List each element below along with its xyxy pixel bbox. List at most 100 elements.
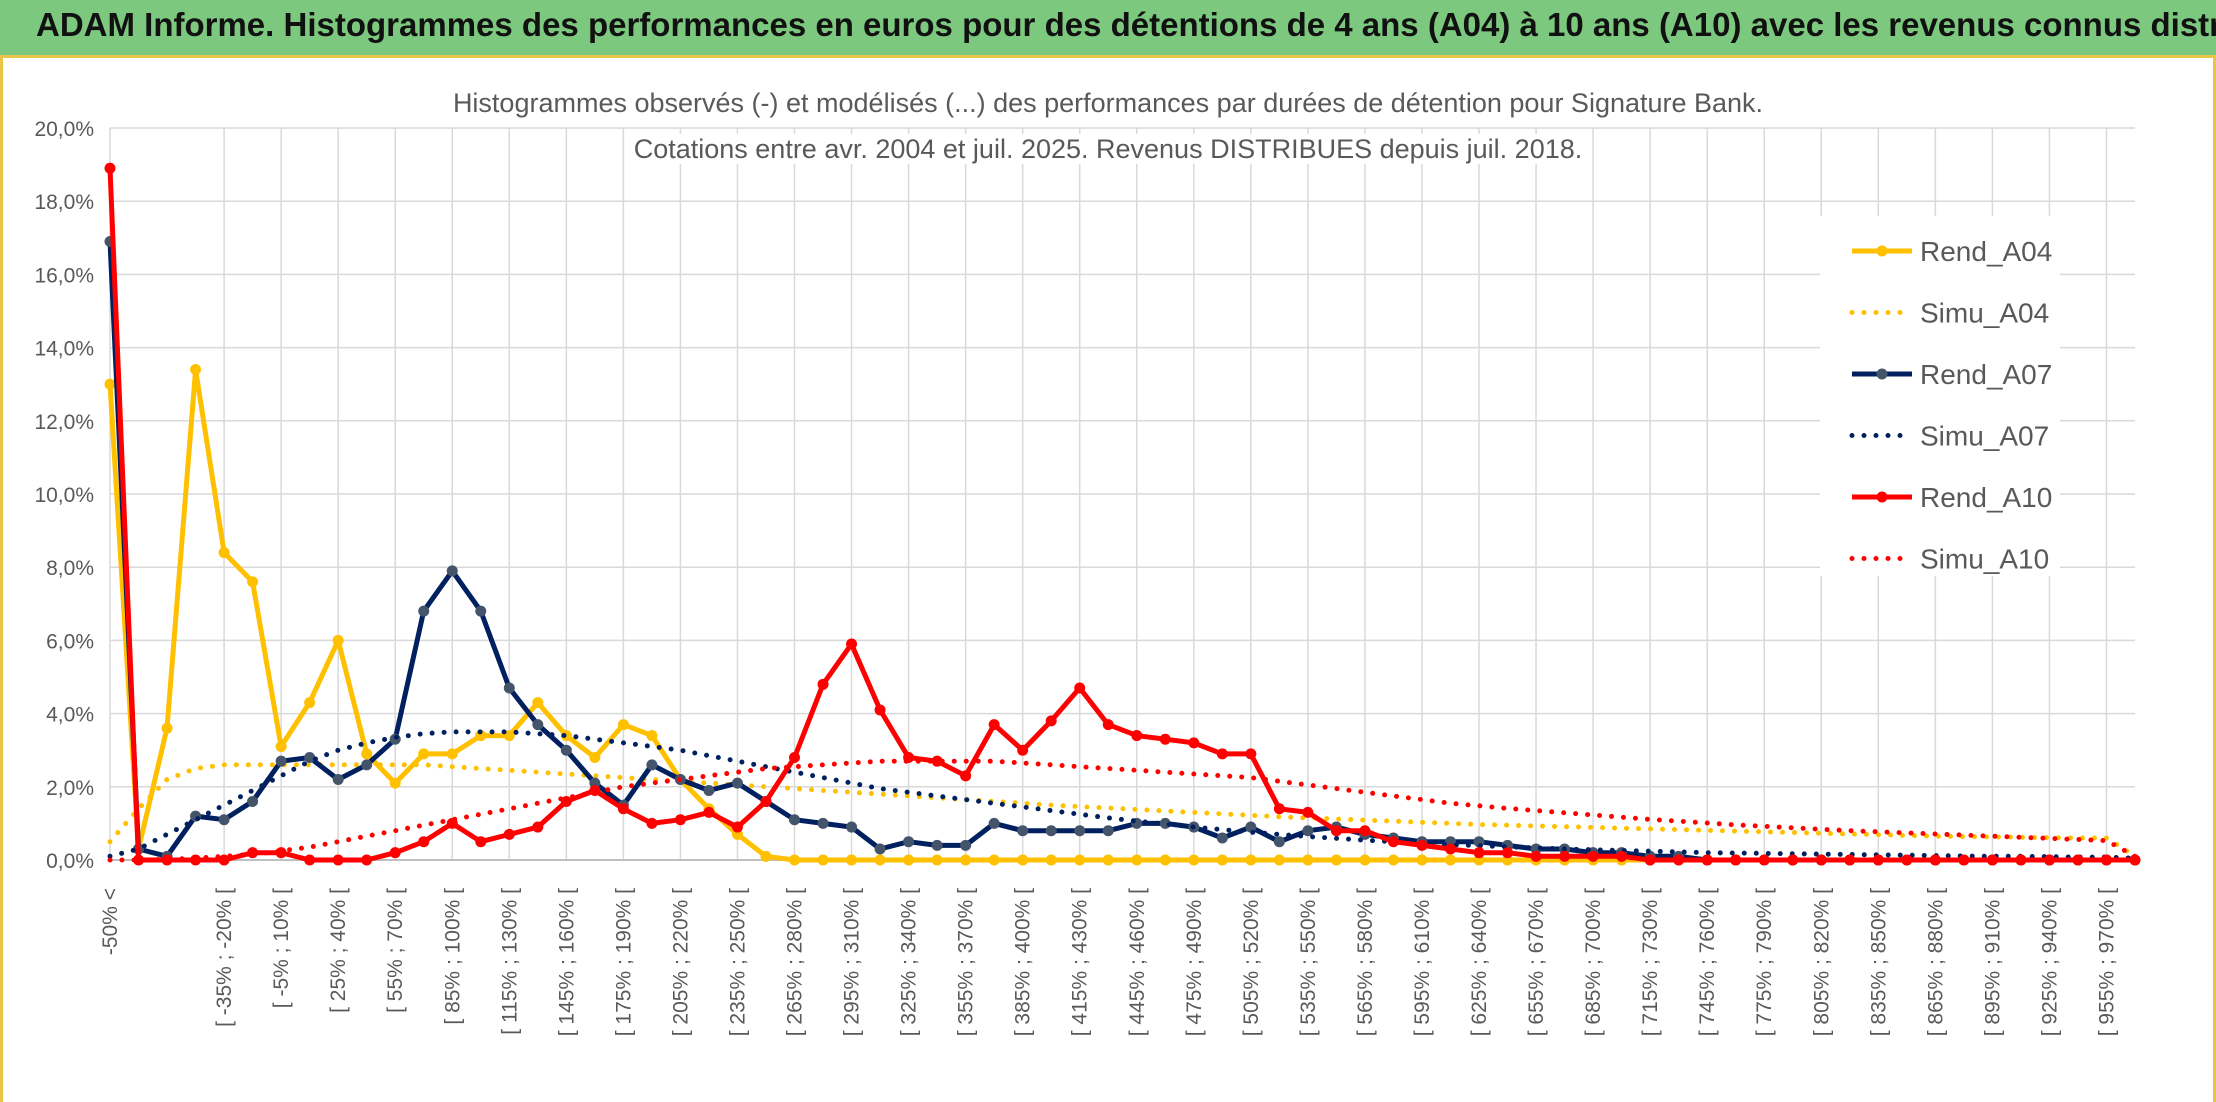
data-point-rend-a07 xyxy=(646,759,658,771)
x-tick-label: [ 175% ; 190% [ xyxy=(612,888,635,1036)
data-point-rend-a07 xyxy=(988,817,1000,829)
x-tick-label: [ 895% ; 910% [ xyxy=(1981,888,2004,1036)
x-tick-label: [ 235% ; 250% [ xyxy=(726,888,749,1036)
data-point-rend-a10 xyxy=(304,854,316,866)
data-point-rend-a04 xyxy=(418,748,430,760)
x-tick-label: [ 505% ; 520% [ xyxy=(1240,888,1263,1036)
data-point-rend-a04 xyxy=(1273,854,1285,866)
x-tick-label: [ 325% ; 340% [ xyxy=(898,888,921,1036)
data-point-rend-a04 xyxy=(361,748,373,760)
data-point-rend-a07 xyxy=(789,814,801,826)
data-point-rend-a10 xyxy=(1017,744,1029,756)
legend-label-rend-a04: Rend_A04 xyxy=(1920,236,2052,267)
data-point-rend-a10 xyxy=(789,752,801,764)
data-point-rend-a10 xyxy=(133,854,145,866)
data-point-rend-a10 xyxy=(218,854,230,866)
data-point-rend-a10 xyxy=(1502,847,1514,859)
x-tick-label: [ 685% ; 700% [ xyxy=(1582,888,1605,1036)
data-point-rend-a10 xyxy=(1530,850,1542,862)
data-point-rend-a04 xyxy=(874,854,886,866)
data-point-rend-a04 xyxy=(1444,854,1456,866)
data-point-rend-a04 xyxy=(190,364,202,376)
data-point-rend-a07 xyxy=(1245,821,1257,833)
data-point-rend-a10 xyxy=(846,638,858,650)
data-point-rend-a10 xyxy=(2072,854,2084,866)
data-point-rend-a07 xyxy=(1045,825,1057,837)
x-tick-label: [ 625% ; 640% [ xyxy=(1468,888,1491,1036)
data-point-rend-a10 xyxy=(1929,854,1941,866)
y-tick-label: 0,0% xyxy=(46,850,94,873)
y-tick-label: 4,0% xyxy=(46,704,94,727)
x-tick-label: [ 385% ; 400% [ xyxy=(1012,888,1035,1036)
data-point-rend-a04 xyxy=(1330,854,1342,866)
data-point-rend-a10 xyxy=(1701,854,1713,866)
data-point-rend-a10 xyxy=(1815,854,1827,866)
y-tick-label: 2,0% xyxy=(46,777,94,800)
x-tick-label: [ 925% ; 940% [ xyxy=(2038,888,2061,1036)
data-point-rend-a04 xyxy=(760,850,772,862)
data-point-rend-a10 xyxy=(1901,854,1913,866)
data-point-rend-a07 xyxy=(560,744,572,756)
data-point-rend-a04 xyxy=(1159,854,1171,866)
data-point-rend-a07 xyxy=(846,821,858,833)
data-point-rend-a10 xyxy=(1216,748,1228,760)
x-tick-label: [ 835% ; 850% [ xyxy=(1867,888,1890,1036)
data-point-rend-a07 xyxy=(1074,825,1086,837)
report-banner: ADAM Informe. Histogrammes des performan… xyxy=(0,0,2216,58)
data-point-rend-a04 xyxy=(1302,854,1314,866)
data-point-rend-a07 xyxy=(1302,825,1314,837)
x-tick-label: [ 775% ; 790% [ xyxy=(1753,888,1776,1036)
x-tick-label: [ 55% ; 70% [ xyxy=(384,888,407,1013)
x-tick-label: [ -5% ; 10% [ xyxy=(270,888,293,1008)
data-point-rend-a04 xyxy=(503,730,515,742)
data-point-rend-a04 xyxy=(589,752,601,764)
data-point-rend-a07 xyxy=(1017,825,1029,837)
y-tick-label: 16,0% xyxy=(34,264,94,287)
data-point-rend-a07 xyxy=(247,795,259,807)
data-point-rend-a10 xyxy=(988,719,1000,731)
data-point-rend-a10 xyxy=(1787,854,1799,866)
data-point-rend-a04 xyxy=(1074,854,1086,866)
data-point-rend-a10 xyxy=(1159,733,1171,745)
x-tick-label: [ 265% ; 280% [ xyxy=(784,888,807,1036)
data-point-rend-a07 xyxy=(903,836,915,848)
x-tick-label: [ 865% ; 880% [ xyxy=(1924,888,1947,1036)
data-point-rend-a07 xyxy=(1216,832,1228,844)
data-point-rend-a07 xyxy=(731,777,743,789)
data-point-rend-a07 xyxy=(1102,825,1114,837)
data-point-rend-a07 xyxy=(703,784,715,796)
x-tick-label: [ 145% ; 160% [ xyxy=(555,888,578,1036)
y-tick-label: 10,0% xyxy=(34,484,94,507)
data-point-rend-a10 xyxy=(104,162,116,174)
legend-label-simu-a10: Simu_A10 xyxy=(1920,544,2049,575)
chart-subtitle-box: Cotations entre avr. 2004 et juil. 2025.… xyxy=(0,134,2216,165)
chart-title: Histogrammes observés (-) et modélisés (… xyxy=(444,88,1772,118)
data-point-rend-a04 xyxy=(1045,854,1057,866)
data-point-rend-a10 xyxy=(1844,854,1856,866)
data-point-rend-a04 xyxy=(1216,854,1228,866)
data-point-rend-a10 xyxy=(1587,850,1599,862)
y-tick-label: 8,0% xyxy=(46,557,94,580)
data-point-rend-a04 xyxy=(304,697,316,709)
data-point-rend-a04 xyxy=(532,697,544,709)
x-tick-label: [ 745% ; 760% [ xyxy=(1696,888,1719,1036)
legend-marker-rend-a07 xyxy=(1876,368,1888,380)
data-point-rend-a07 xyxy=(218,814,230,826)
data-point-rend-a10 xyxy=(1330,825,1342,837)
data-point-rend-a10 xyxy=(532,821,544,833)
data-point-rend-a07 xyxy=(960,839,972,851)
x-tick-label: [ 715% ; 730% [ xyxy=(1639,888,1662,1036)
data-point-rend-a07 xyxy=(874,843,886,855)
data-point-rend-a04 xyxy=(332,634,344,646)
data-point-rend-a10 xyxy=(2015,854,2027,866)
data-point-rend-a10 xyxy=(418,836,430,848)
series-line-simu-a07 xyxy=(107,729,2138,861)
data-point-rend-a07 xyxy=(332,773,344,785)
data-point-rend-a10 xyxy=(1958,854,1970,866)
x-tick-label: [ 295% ; 310% [ xyxy=(841,888,864,1036)
data-point-rend-a10 xyxy=(503,828,515,840)
legend-label-rend-a07: Rend_A07 xyxy=(1920,359,2052,390)
data-point-rend-a04 xyxy=(247,576,259,588)
data-point-rend-a10 xyxy=(1986,854,1998,866)
x-tick-label: [ 565% ; 580% [ xyxy=(1354,888,1377,1036)
